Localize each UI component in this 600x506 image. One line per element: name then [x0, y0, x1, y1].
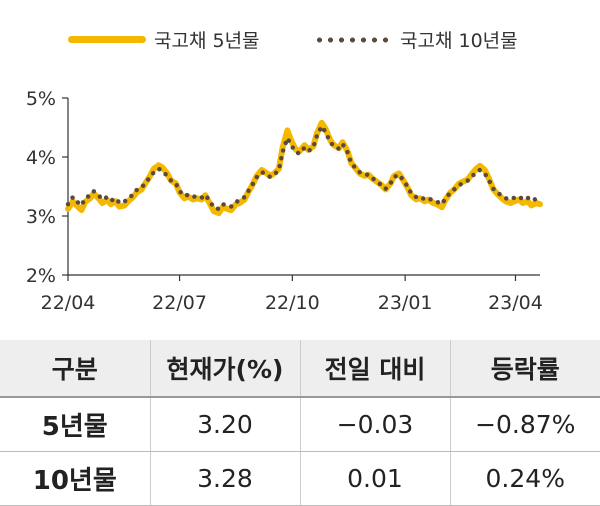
cell-current-10y: 3.28	[149, 451, 300, 506]
header-category: 구분	[0, 340, 150, 398]
bond-yield-chart: 2% 3% 4% 5% 22/04 22/07 22/10 23/01 23/04	[26, 88, 543, 314]
row-label-10y: 10년물	[0, 451, 150, 506]
series-line-10y	[65, 121, 543, 212]
x-tick-label: 22/04	[41, 292, 96, 314]
cell-rate-5y: −0.87%	[449, 397, 600, 452]
cell-current-5y: 3.20	[149, 397, 300, 452]
chart-series	[65, 119, 543, 217]
legend-item-10y: 국고채 10년물	[314, 26, 518, 53]
y-tick-label: 5%	[26, 88, 56, 110]
cell-change-5y: −0.03	[299, 397, 450, 452]
x-tick-label: 23/04	[488, 292, 543, 314]
legend-label-5y: 국고채 5년물	[154, 30, 260, 52]
header-change-rate: 등락률	[449, 340, 600, 398]
x-tick-label: 22/10	[265, 292, 320, 314]
chart-axes: 2% 3% 4% 5% 22/04 22/07 22/10 23/01 23/04	[26, 88, 543, 314]
x-tick-label: 23/01	[378, 292, 433, 314]
header-change: 전일 대비	[299, 340, 450, 398]
legend-label-10y: 국고채 10년물	[400, 30, 518, 52]
legend-swatch-5y	[68, 36, 146, 43]
legend-swatch-10y	[314, 36, 392, 43]
header-current: 현재가(%)	[149, 340, 300, 398]
table-header-row: 구분 현재가(%) 전일 대비 등락률	[0, 340, 600, 398]
cell-rate-10y: 0.24%	[449, 451, 600, 506]
y-tick-label: 3%	[26, 206, 56, 228]
legend-item-5y: 국고채 5년물	[68, 26, 260, 53]
cell-change-10y: 0.01	[299, 451, 450, 506]
yield-table: 구분 현재가(%) 전일 대비 등락률 5년물 3.20 −0.03 −0.87…	[0, 340, 600, 506]
x-tick-label: 22/07	[152, 292, 207, 314]
y-tick-label: 4%	[26, 147, 56, 169]
y-tick-label: 2%	[26, 265, 56, 287]
table-row-5y: 5년물 3.20 −0.03 −0.87%	[0, 397, 600, 452]
row-label-5y: 5년물	[0, 397, 150, 452]
series-line-5y	[65, 119, 543, 217]
table-row-10y: 10년물 3.28 0.01 0.24%	[0, 451, 600, 506]
